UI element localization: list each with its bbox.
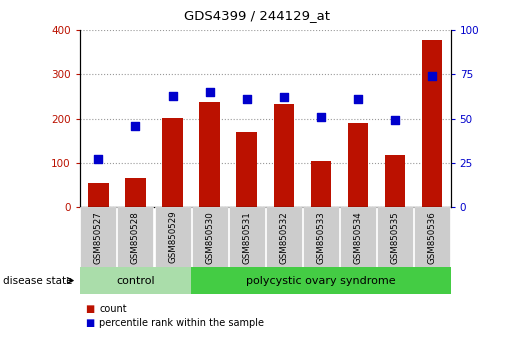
Bar: [199, 102, 220, 207]
Bar: [236, 132, 257, 207]
Text: GSM850528: GSM850528: [131, 211, 140, 264]
Bar: [162, 118, 183, 207]
Bar: [88, 183, 109, 207]
Text: GSM850534: GSM850534: [353, 211, 363, 264]
Point: [317, 114, 325, 120]
Text: GDS4399 / 244129_at: GDS4399 / 244129_at: [184, 9, 331, 22]
Point: [391, 118, 399, 123]
Text: ■: ■: [85, 304, 94, 314]
Bar: [311, 161, 331, 207]
Text: GSM850531: GSM850531: [242, 211, 251, 264]
Text: count: count: [99, 304, 127, 314]
Text: control: control: [116, 275, 154, 286]
Text: GSM850532: GSM850532: [279, 211, 288, 264]
Text: GSM850530: GSM850530: [205, 211, 214, 264]
Text: GSM850533: GSM850533: [316, 211, 325, 264]
Point: [168, 93, 177, 98]
Point: [243, 96, 251, 102]
Bar: [385, 155, 405, 207]
Text: percentile rank within the sample: percentile rank within the sample: [99, 318, 264, 328]
Bar: [348, 123, 368, 207]
Text: GSM850527: GSM850527: [94, 211, 103, 264]
Point: [94, 156, 102, 162]
Text: GSM850535: GSM850535: [390, 211, 400, 264]
Text: polycystic ovary syndrome: polycystic ovary syndrome: [246, 275, 396, 286]
Bar: [125, 178, 146, 207]
Point: [354, 96, 362, 102]
Text: GSM850529: GSM850529: [168, 211, 177, 263]
Text: ■: ■: [85, 318, 94, 328]
Point: [428, 73, 436, 79]
Text: GSM850536: GSM850536: [427, 211, 437, 264]
Point: [131, 123, 140, 129]
Point: [280, 95, 288, 100]
Bar: [273, 104, 294, 207]
Point: [205, 89, 214, 95]
Text: disease state: disease state: [3, 275, 72, 286]
Bar: [422, 40, 442, 207]
